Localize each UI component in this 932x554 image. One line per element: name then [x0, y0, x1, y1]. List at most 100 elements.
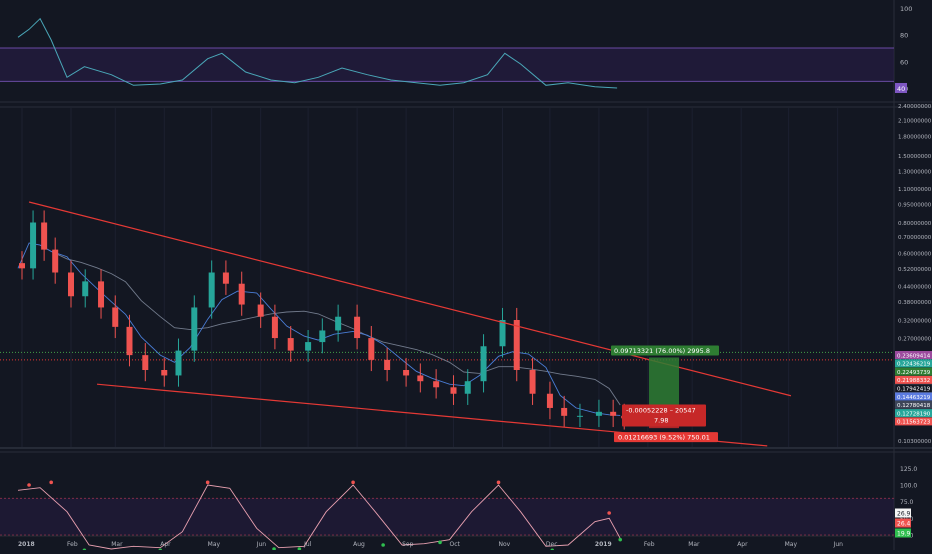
osc-tick-label: 125.0 [900, 466, 917, 473]
candles [19, 210, 628, 430]
candle-body [30, 222, 37, 269]
time-axis: 2018 Feb Mar Apr May Jun Jul Aug Sep Oct Nov Dec 201… [18, 541, 843, 548]
price-tag-box [895, 375, 932, 384]
time-axis-label: Sep [402, 541, 414, 548]
price-tag-box [895, 392, 932, 401]
time-axis-label: May [208, 541, 221, 548]
price-tag-box [895, 367, 932, 376]
rsi-value-label: 40 [897, 85, 905, 93]
candle-body [354, 316, 361, 339]
time-axis-label: Apr [737, 541, 748, 548]
candle-body [433, 381, 440, 388]
candle-body [595, 411, 602, 416]
price-tick-label: 0.95000000 [898, 203, 932, 209]
price-tag-box [895, 359, 932, 368]
osc-band [0, 498, 894, 535]
candle-body [513, 319, 520, 370]
price-tick-label: 0.80000000 [898, 221, 932, 227]
osc-tick-label: 75.0 [900, 499, 914, 506]
price-tag-label: 0.22493739 [897, 370, 931, 376]
time-axis-label: Jun [256, 541, 267, 548]
time-axis-label: Dec [546, 541, 558, 548]
candle-body [480, 346, 487, 382]
price-tag-box [895, 400, 932, 409]
position-stop-label: 0.01216693 (9.52%) 750.01 [618, 434, 710, 442]
price-tag-box [894, 383, 932, 393]
position-target-label: 0.09713321 (76.00%) 2995.8 [614, 347, 710, 355]
ma-fast-line [17, 242, 621, 416]
candle-body [222, 272, 229, 284]
time-axis-label: Aug [353, 541, 365, 548]
time-axis-label: Apr [160, 541, 171, 548]
price-tick-label: 0.10300000 [898, 439, 932, 445]
price-tick-label: 1.50000000 [898, 154, 932, 160]
candle-body [52, 249, 59, 273]
rsi-tick-label: 100 [900, 5, 912, 13]
rsi-band [0, 48, 894, 82]
time-axis-label: Nov [499, 541, 511, 548]
time-axis-label: Jul [303, 541, 312, 548]
grid-lines [21, 108, 839, 447]
candle-body [319, 330, 326, 343]
candle-body [19, 263, 25, 269]
price-tick-label: 1.10000000 [898, 187, 932, 193]
candle-body [529, 370, 536, 394]
position-pnl-box [622, 404, 706, 427]
candle-body [610, 411, 617, 416]
candle-body [41, 222, 48, 250]
price-tag-label: 0.14463219 [897, 395, 931, 401]
candle-body [499, 319, 506, 347]
price-tag-label: 0.23609414 [897, 353, 931, 359]
price-tick-label: 1.30000000 [898, 169, 932, 175]
osc-buy-dot [381, 543, 385, 547]
time-axis-label: Feb [644, 541, 655, 548]
osc-value-tag [895, 528, 911, 538]
rsi-tick-label: 60 [900, 58, 908, 66]
candle-body [464, 381, 471, 394]
price-tick-label: 0.52000000 [898, 267, 932, 273]
price-tag-box [895, 417, 932, 426]
osc-value-label: 26.4 [897, 521, 911, 528]
rsi-panel: 10080604040 [0, 5, 912, 93]
time-axis-label: May [785, 541, 798, 548]
osc-sell-dot [27, 483, 31, 487]
osc-tick-label: 100.0 [900, 483, 917, 490]
osc-sell-dot [351, 480, 355, 485]
osc-buy-dot [438, 540, 442, 545]
price-tag-label: 0.17942419 [897, 387, 931, 393]
candle-body [417, 375, 424, 382]
candle-body [546, 393, 553, 408]
rsi-value-tag [895, 83, 907, 93]
time-axis-label: Jun [833, 541, 844, 548]
osc-sell-dot [607, 511, 611, 515]
candle-body [287, 338, 294, 351]
time-axis-label: Oct [450, 541, 461, 548]
time-axis-label: Feb [67, 541, 78, 548]
osc-sell-dot [49, 480, 53, 485]
price-tag-label: 0.12780418 [897, 403, 931, 409]
osc-line [17, 484, 621, 550]
price-tag-label: 0.12728190 [897, 411, 931, 417]
time-axis-label: 2019 [595, 541, 612, 548]
price-tag-label: 0.21988332 [897, 378, 930, 384]
candle-body [112, 307, 119, 327]
time-axis-label: Mar [688, 541, 700, 548]
price-tick-label: 0.60000000 [898, 252, 932, 258]
price-tick-label: 0.70000000 [898, 235, 932, 241]
candle-body [335, 316, 342, 331]
candle-body [208, 272, 215, 308]
position-pnl-label: -0.00052228 – 20547 [626, 406, 696, 414]
candle-body [82, 281, 89, 297]
price-tag-box [895, 351, 932, 359]
osc-sell-dot [496, 480, 501, 485]
osc-buy-dot [618, 537, 623, 542]
position-ratio-label: 7.98 [654, 416, 668, 424]
osc-sell-dot [205, 480, 210, 485]
price-tick-label: 0.38000000 [898, 300, 932, 306]
position-target-box [611, 345, 719, 356]
candle-body [305, 342, 312, 351]
candle-body [238, 283, 245, 305]
